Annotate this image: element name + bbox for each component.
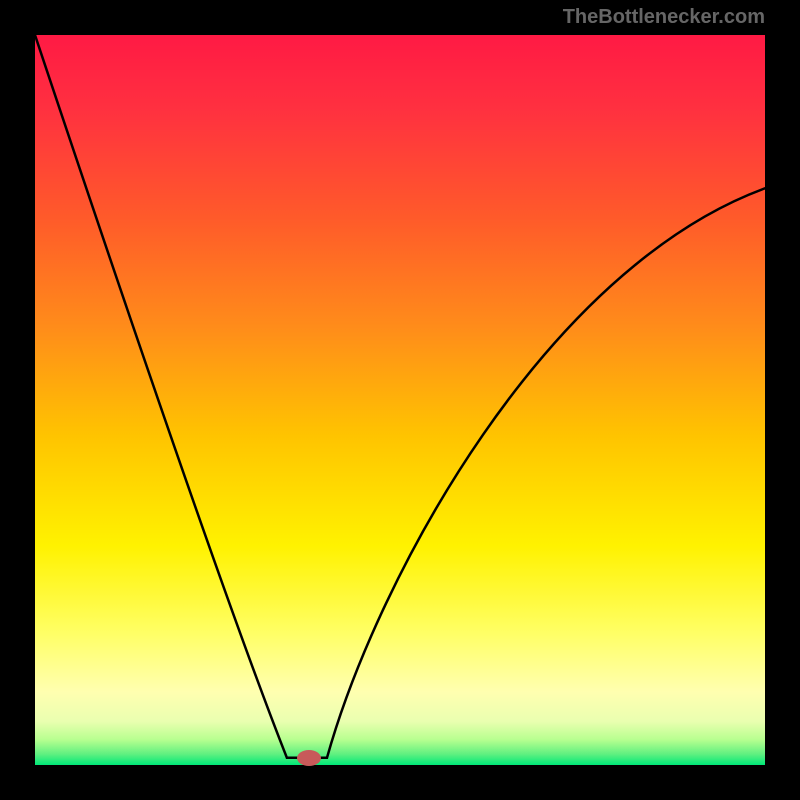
plot-area	[35, 35, 765, 765]
chart-container: TheBottlenecker.com	[0, 0, 800, 800]
bottleneck-curve	[35, 35, 765, 765]
curve-path	[35, 35, 765, 758]
watermark-text: TheBottlenecker.com	[563, 6, 765, 29]
optimal-point-marker	[297, 750, 321, 766]
